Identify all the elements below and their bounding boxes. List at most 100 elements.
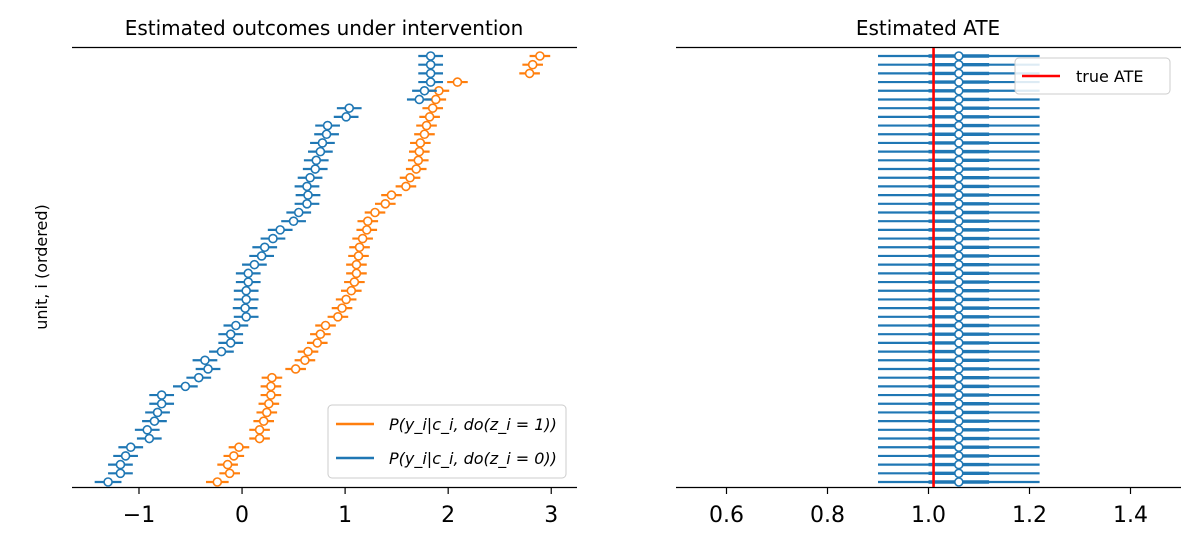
ate-point xyxy=(953,172,964,183)
treated-point xyxy=(351,268,362,279)
treated-point xyxy=(303,346,313,357)
control-point xyxy=(256,251,267,261)
ate-x-tick-label: 1.2 xyxy=(1012,503,1047,528)
control-point xyxy=(303,190,313,200)
ate-point xyxy=(953,477,964,487)
control-point xyxy=(115,468,126,479)
ate-point xyxy=(953,138,964,148)
control-point xyxy=(243,268,254,279)
treated-point xyxy=(261,407,272,418)
control-point xyxy=(344,103,355,113)
ate-point xyxy=(953,390,964,400)
control-point xyxy=(275,225,285,235)
ate-point xyxy=(953,355,964,366)
ate-legend: true ATE xyxy=(1014,57,1171,95)
treated-point xyxy=(337,303,347,313)
control-point xyxy=(310,164,321,174)
control-point xyxy=(305,172,315,183)
ate-point xyxy=(953,338,964,348)
treated-point xyxy=(411,164,422,174)
ate-point xyxy=(953,320,964,331)
control-point xyxy=(425,51,436,61)
treated-point xyxy=(452,77,463,87)
ate-x-tick-label: 0.8 xyxy=(810,503,845,528)
treated-point xyxy=(357,233,368,244)
treated-point xyxy=(290,364,301,374)
ate-point xyxy=(953,425,964,435)
ate-point xyxy=(953,225,964,235)
treated-point xyxy=(222,459,233,470)
treated-point xyxy=(405,172,415,183)
ate-point xyxy=(953,68,964,79)
control-point xyxy=(241,285,251,296)
ate-marks xyxy=(878,48,1040,487)
ate-point xyxy=(953,442,964,453)
control-point xyxy=(419,85,430,96)
treated-point xyxy=(419,129,430,140)
control-point xyxy=(200,355,210,366)
treated-point xyxy=(212,477,223,487)
control-point xyxy=(156,398,167,409)
control-point xyxy=(315,146,326,157)
treated-point xyxy=(401,181,411,192)
treated-point xyxy=(535,51,545,61)
ate-point xyxy=(953,459,964,470)
control-point xyxy=(120,451,131,461)
control-point xyxy=(142,425,153,435)
outcomes-x-ticks: −1 0 1 2 3 xyxy=(123,487,558,528)
ate-point xyxy=(953,198,964,209)
treated-point xyxy=(351,259,362,270)
treated-point xyxy=(370,207,380,218)
treated-point xyxy=(415,138,426,148)
ate-point xyxy=(953,268,964,279)
outcomes-ylabel: unit, i (ordered) xyxy=(32,204,51,330)
treated-point xyxy=(258,416,269,426)
outcomes-panel: Estimated outcomes under intervention un… xyxy=(32,16,577,528)
ate-x-ticks: 0.6 0.8 1.0 1.2 1.4 xyxy=(709,487,1148,528)
ate-point xyxy=(953,85,964,96)
ate-point xyxy=(953,51,964,61)
outcomes-x-tick-label: 0 xyxy=(235,503,249,528)
ate-point xyxy=(953,312,964,322)
control-point xyxy=(293,207,304,218)
control-point xyxy=(341,112,351,122)
control-point xyxy=(243,277,254,287)
treated-point xyxy=(386,190,397,200)
ate-point xyxy=(953,381,964,392)
treated-point xyxy=(421,120,432,131)
ate-point xyxy=(953,372,964,383)
treated-point xyxy=(427,103,438,113)
treated-point xyxy=(254,425,265,435)
treated-point xyxy=(431,94,441,105)
ate-point xyxy=(953,190,964,200)
control-point xyxy=(425,59,436,70)
control-point xyxy=(240,303,250,313)
ate-point xyxy=(953,407,964,418)
outcomes-x-tick-label: −1 xyxy=(123,503,155,528)
treated-point xyxy=(300,355,310,366)
control-point xyxy=(317,138,328,148)
treated-point xyxy=(362,216,373,226)
outcomes-panel-title: Estimated outcomes under intervention xyxy=(125,16,524,40)
treated-point xyxy=(527,59,538,70)
treated-point xyxy=(413,155,424,166)
control-point xyxy=(144,433,155,444)
legend-label-control: P(y_i|c_i, do(z_i = 0)) xyxy=(389,449,557,469)
ate-point xyxy=(953,468,964,479)
control-point xyxy=(288,216,299,226)
treated-point xyxy=(361,225,372,235)
ate-point xyxy=(953,112,964,122)
control-point xyxy=(216,346,227,357)
ate-x-tick-label: 1.4 xyxy=(1113,503,1148,528)
treated-point xyxy=(353,251,364,261)
control-point xyxy=(225,338,236,348)
treated-point xyxy=(414,146,425,157)
treated-point xyxy=(224,468,235,479)
ate-point xyxy=(953,216,964,226)
treated-point xyxy=(254,433,265,444)
treated-point xyxy=(320,320,331,331)
treated-point xyxy=(354,242,365,253)
control-point xyxy=(115,459,126,470)
ate-point xyxy=(953,285,964,296)
